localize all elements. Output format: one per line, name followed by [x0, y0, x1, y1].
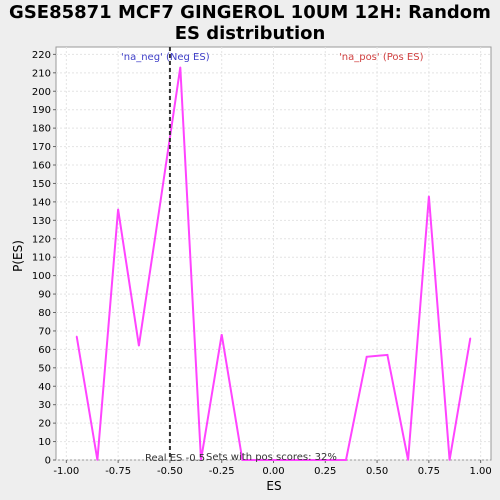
- x-tick-label: -0.75: [105, 466, 131, 477]
- data-point: [324, 459, 327, 461]
- y-tick-label: 80: [38, 308, 51, 319]
- y-tick-label: 100: [32, 271, 51, 282]
- x-tick-label: 0.50: [366, 466, 388, 477]
- y-tick-label: 160: [32, 161, 51, 172]
- x-tick-label: -0.25: [209, 466, 235, 477]
- data-point: [179, 66, 182, 69]
- y-tick-label: 170: [32, 142, 51, 153]
- data-point: [345, 459, 347, 461]
- legend-pos: 'na_pos' (Pos ES): [339, 52, 424, 63]
- data-point: [220, 333, 223, 336]
- y-tick-label: 200: [32, 87, 51, 98]
- data-point: [241, 459, 244, 461]
- x-tick-label: 0.00: [262, 466, 284, 477]
- y-tick-label: 140: [32, 197, 51, 208]
- y-tick-label: 90: [38, 290, 51, 301]
- y-tick-label: 20: [38, 419, 51, 430]
- y-tick-label: 130: [32, 216, 51, 227]
- y-tick-label: 120: [32, 234, 51, 245]
- y-tick-label: 180: [32, 124, 51, 135]
- data-point: [283, 459, 285, 461]
- x-tick-label: -0.50: [157, 466, 183, 477]
- y-tick-label: 10: [38, 437, 51, 448]
- x-tick-label: 0.75: [418, 466, 440, 477]
- data-point: [303, 459, 306, 461]
- x-tick-label: 1.00: [470, 466, 492, 477]
- y-tick-label: 50: [38, 363, 51, 374]
- pos-scores-annotation: Sets with pos scores: 32%: [206, 452, 337, 463]
- y-axis-label: P(ES): [11, 240, 25, 272]
- x-axis: -1.00 -0.75 -0.50 -0.25 0.00 0.25 0.50 0.75 1.00: [53, 460, 492, 477]
- series-line: [75, 67, 472, 461]
- y-axis: 0 10 20 30 40 50 60 70 80 90 100 110 120 130 140 150 160…: [32, 50, 56, 467]
- data-point: [158, 206, 161, 209]
- chart-title: GSE85871 MCF7 GINGEROL 10UM 12H: Random …: [9, 2, 491, 44]
- x-tick-label: 0.25: [314, 466, 336, 477]
- y-tick-label: 0: [45, 456, 51, 467]
- y-tick-label: 110: [32, 253, 51, 264]
- y-tick-label: 150: [32, 179, 51, 190]
- data-point: [200, 459, 202, 461]
- data-point: [469, 337, 472, 340]
- y-tick-label: 40: [38, 382, 51, 393]
- data-point: [386, 354, 389, 356]
- data-point: [96, 459, 99, 461]
- data-point: [407, 459, 409, 461]
- data-point: [75, 335, 78, 338]
- data-point: [365, 355, 368, 358]
- y-tick-label: 70: [38, 326, 51, 337]
- x-axis-label: ES: [266, 479, 281, 493]
- data-point: [448, 459, 451, 461]
- y-tick-label: 60: [38, 345, 51, 356]
- y-tick-label: 220: [32, 50, 51, 61]
- y-tick-label: 30: [38, 400, 51, 411]
- y-tick-label: 190: [32, 105, 51, 116]
- legend-neg: 'na_neg' (Neg ES): [121, 52, 210, 63]
- series-group: [75, 66, 472, 461]
- data-point: [117, 208, 119, 211]
- data-point: [262, 459, 264, 461]
- data-point: [428, 195, 430, 198]
- y-tick-label: 210: [32, 68, 51, 79]
- data-point: [138, 344, 140, 347]
- x-tick-label: -1.00: [53, 466, 79, 477]
- real-es-label: Real ES -0.5: [145, 453, 205, 464]
